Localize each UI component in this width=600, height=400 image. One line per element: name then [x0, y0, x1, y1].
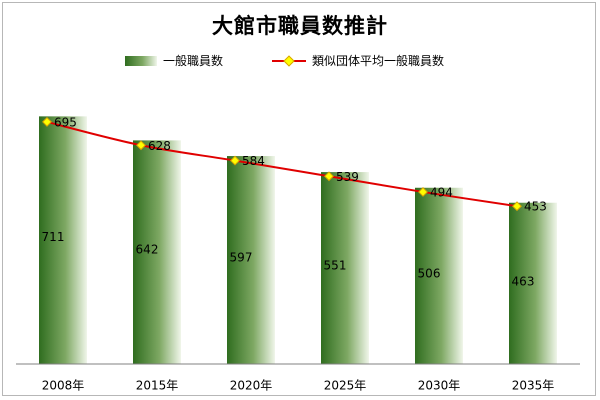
x-tick-label-2: 2020年: [230, 379, 273, 393]
bar-value-label-0: 711: [42, 230, 65, 244]
bar-3: [321, 172, 369, 364]
bar-value-label-2: 597: [230, 250, 253, 264]
bar-2: [227, 156, 275, 364]
line-value-label-2: 584: [242, 154, 265, 168]
bar-1: [133, 140, 181, 364]
x-tick-label-0: 2008年: [42, 379, 85, 393]
x-tick-label-5: 2035年: [512, 379, 555, 393]
legend-item-bar: 一般職員数: [125, 52, 223, 69]
line-value-label-1: 628: [148, 139, 171, 153]
line-value-label-4: 494: [430, 185, 453, 199]
line-marker-2: [230, 155, 240, 166]
legend-item-line: 類似団体平均一般職員数: [272, 52, 444, 69]
bar-value-label-4: 506: [418, 267, 441, 281]
legend-label-bar: 一般職員数: [163, 54, 224, 68]
line-value-label-5: 453: [524, 200, 547, 214]
chart-frame: [2, 2, 596, 396]
legend-label-line: 類似団体平均一般職員数: [312, 54, 445, 68]
bar-5: [509, 202, 557, 364]
legend-bar-swatch: [125, 55, 157, 66]
line-value-label-3: 539: [336, 170, 359, 184]
line-marker-4: [418, 186, 428, 197]
legend-line-swatch: [272, 54, 306, 67]
bar-value-label-3: 551: [324, 259, 347, 273]
x-tick-label-3: 2025年: [324, 379, 367, 393]
bar-0: [39, 116, 87, 364]
line-marker-3: [324, 171, 334, 182]
x-tick-label-4: 2030年: [418, 379, 461, 393]
bar-value-label-1: 642: [136, 242, 159, 256]
line-series-path: [46, 120, 518, 208]
bar-value-label-5: 463: [512, 274, 535, 288]
line-marker-1: [136, 140, 146, 151]
line-marker-5: [512, 201, 522, 212]
chart-title: 大館市職員数推計: [212, 14, 388, 38]
bar-4: [415, 187, 463, 364]
line-value-label-0: 695: [54, 115, 77, 129]
x-tick-label-1: 2015年: [136, 379, 179, 393]
line-marker-0: [42, 116, 52, 127]
